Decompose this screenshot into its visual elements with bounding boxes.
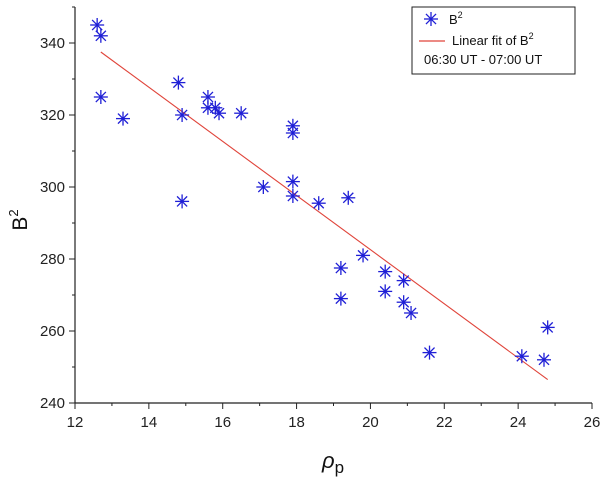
x-tick-label: 12 (67, 414, 84, 431)
data-point (175, 194, 190, 209)
data-point (256, 180, 271, 194)
data-point (90, 18, 105, 32)
data-point (93, 90, 108, 104)
x-tick-label: 14 (141, 414, 158, 431)
data-point (540, 320, 555, 335)
y-tick-label: 340 (40, 35, 65, 52)
y-tick-label: 280 (40, 251, 65, 268)
y-axis-label: B2 (6, 209, 32, 230)
y-tick-label: 260 (40, 323, 65, 340)
data-point (311, 196, 326, 211)
legend-fit-label-main: Linear fit of B (452, 33, 529, 48)
data-point (175, 108, 190, 122)
fit-line-group (100, 51, 549, 381)
data-point (396, 273, 411, 288)
data-point (536, 352, 551, 367)
x-tick-label: 18 (288, 414, 305, 431)
data-point (341, 190, 356, 205)
y-tick-label: 320 (40, 107, 65, 124)
linear-fit-line (100, 51, 549, 381)
legend-scatter-label-main: B (449, 12, 458, 27)
data-point (285, 126, 300, 140)
data-point (116, 111, 131, 126)
legend: B2 Linear fit of B2 06:30 UT - 07:00 UT (411, 6, 576, 75)
data-points (90, 18, 555, 367)
y-tick-label: 240 (40, 395, 65, 412)
data-point (378, 284, 393, 299)
data-point (404, 306, 419, 320)
legend-fit-label: Linear fit of B2 (452, 31, 534, 48)
data-point (422, 345, 437, 360)
legend-fit-label-sup: 2 (529, 31, 534, 41)
data-point (333, 291, 348, 306)
legend-scatter-label-sup: 2 (458, 10, 463, 20)
data-point (171, 75, 186, 90)
legend-scatter-label: B2 (449, 10, 463, 27)
data-point (212, 106, 227, 121)
data-point (285, 174, 300, 189)
x-tick-label: 16 (214, 414, 231, 431)
data-point (356, 248, 371, 263)
legend-asterisk-icon (424, 12, 438, 26)
x-axis-label: ρp (321, 448, 344, 477)
data-point (234, 106, 249, 121)
legend-asterisk-glyph (424, 12, 438, 26)
y-axis-label-sup: 2 (6, 209, 21, 216)
data-point (514, 349, 529, 364)
x-tick-label: 24 (510, 414, 527, 431)
x-tick-label: 22 (436, 414, 453, 431)
x-axis-label-sub: p (335, 458, 344, 477)
data-point (285, 189, 300, 203)
x-axis-label-main: ρ (321, 448, 335, 473)
data-point (93, 28, 108, 43)
x-tick-label: 20 (362, 414, 379, 431)
data-point (333, 261, 348, 275)
data-point (378, 264, 393, 279)
legend-time-range: 06:30 UT - 07:00 UT (424, 52, 542, 67)
y-axis-label-main: B (9, 217, 32, 231)
y-tick-label: 300 (40, 179, 65, 196)
data-point (396, 295, 411, 310)
x-tick-label: 26 (584, 414, 600, 431)
